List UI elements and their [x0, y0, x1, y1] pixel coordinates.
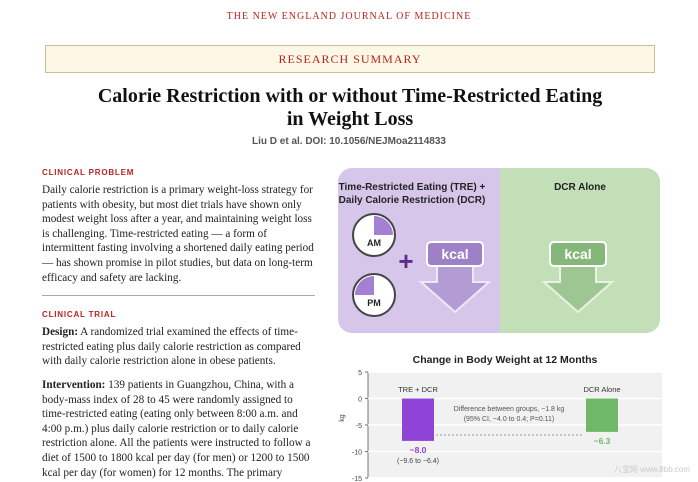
y-tick-label: -5	[356, 423, 362, 430]
title: Calorie Restriction with or without Time…	[97, 85, 603, 130]
panel-title: DCR Alone	[554, 182, 606, 193]
y-axis-label: kg	[339, 414, 346, 422]
bar	[586, 398, 618, 432]
paragraph: Daily calorie restriction is a primary w…	[42, 183, 315, 285]
paragraph-text: 139 patients in Guangzhou, China, with a…	[42, 378, 311, 482]
journal-name: the NEW ENGLAND JOURNAL of MEDICINE	[226, 11, 472, 22]
annotation: (95% CI, −4.0 to 0.4; P=0.11)	[464, 416, 555, 423]
citation: Liu D et al. DOI: 10.1056/NEJMoa2114833	[252, 136, 446, 147]
value-label: −8.0	[410, 445, 427, 455]
section-heading: CLINICAL PROBLEM	[42, 168, 135, 177]
paragraph: Design: A randomized trial examined the …	[42, 325, 315, 369]
kcal-box	[549, 241, 607, 267]
kcal-box	[426, 241, 484, 267]
plus-sign: +	[398, 246, 413, 276]
paragraph: Intervention: 139 patients in Guangzhou,…	[42, 378, 315, 482]
watermark: 八宝网 www.8bb.com	[614, 464, 690, 474]
lead-in: Design:	[42, 326, 79, 339]
value-label: −6.3	[594, 436, 611, 446]
clock-wedge	[355, 276, 374, 295]
panel-title-line: Daily Calorie Restriction (DCR)	[339, 195, 486, 206]
panel-title-line: Time-Restricted Eating (TRE) +	[339, 182, 486, 193]
paragraph-text: A randomized trial examined the effects …	[42, 326, 301, 368]
y-tick-label: 5	[358, 370, 362, 377]
divider	[42, 295, 315, 297]
clock-wedge	[374, 216, 393, 235]
lead-in: Intervention:	[42, 378, 106, 391]
y-tick-label: 0	[358, 397, 362, 404]
category-label: DCR Alone	[583, 385, 620, 394]
bar	[402, 398, 434, 441]
category-label: TRE + DCR	[398, 385, 438, 394]
ci-label: (−9.6 to −6.4)	[397, 458, 439, 465]
paragraph-text: Daily calorie restriction is a primary w…	[42, 184, 314, 284]
y-tick-label: -15	[352, 476, 362, 482]
chart-title: Change in Body Weight at 12 Months	[413, 354, 598, 366]
annotation: Difference between groups, −1.8 kg	[454, 406, 565, 413]
text-column: CLINICAL PROBLEM Daily calorie restrictio…	[42, 168, 315, 482]
section-heading: CLINICAL TRIAL	[42, 310, 117, 320]
panel-title: Time-Restricted Eating (TRE) + Daily Calo…	[339, 182, 486, 206]
clock-label: AM	[367, 238, 381, 248]
banner: RESEARCH SUMMARY	[45, 45, 655, 73]
y-tick-label: -10	[352, 450, 362, 457]
kcal-label: kcal	[441, 246, 468, 262]
kcal-label: kcal	[564, 246, 591, 262]
clock-label: PM	[367, 298, 381, 308]
